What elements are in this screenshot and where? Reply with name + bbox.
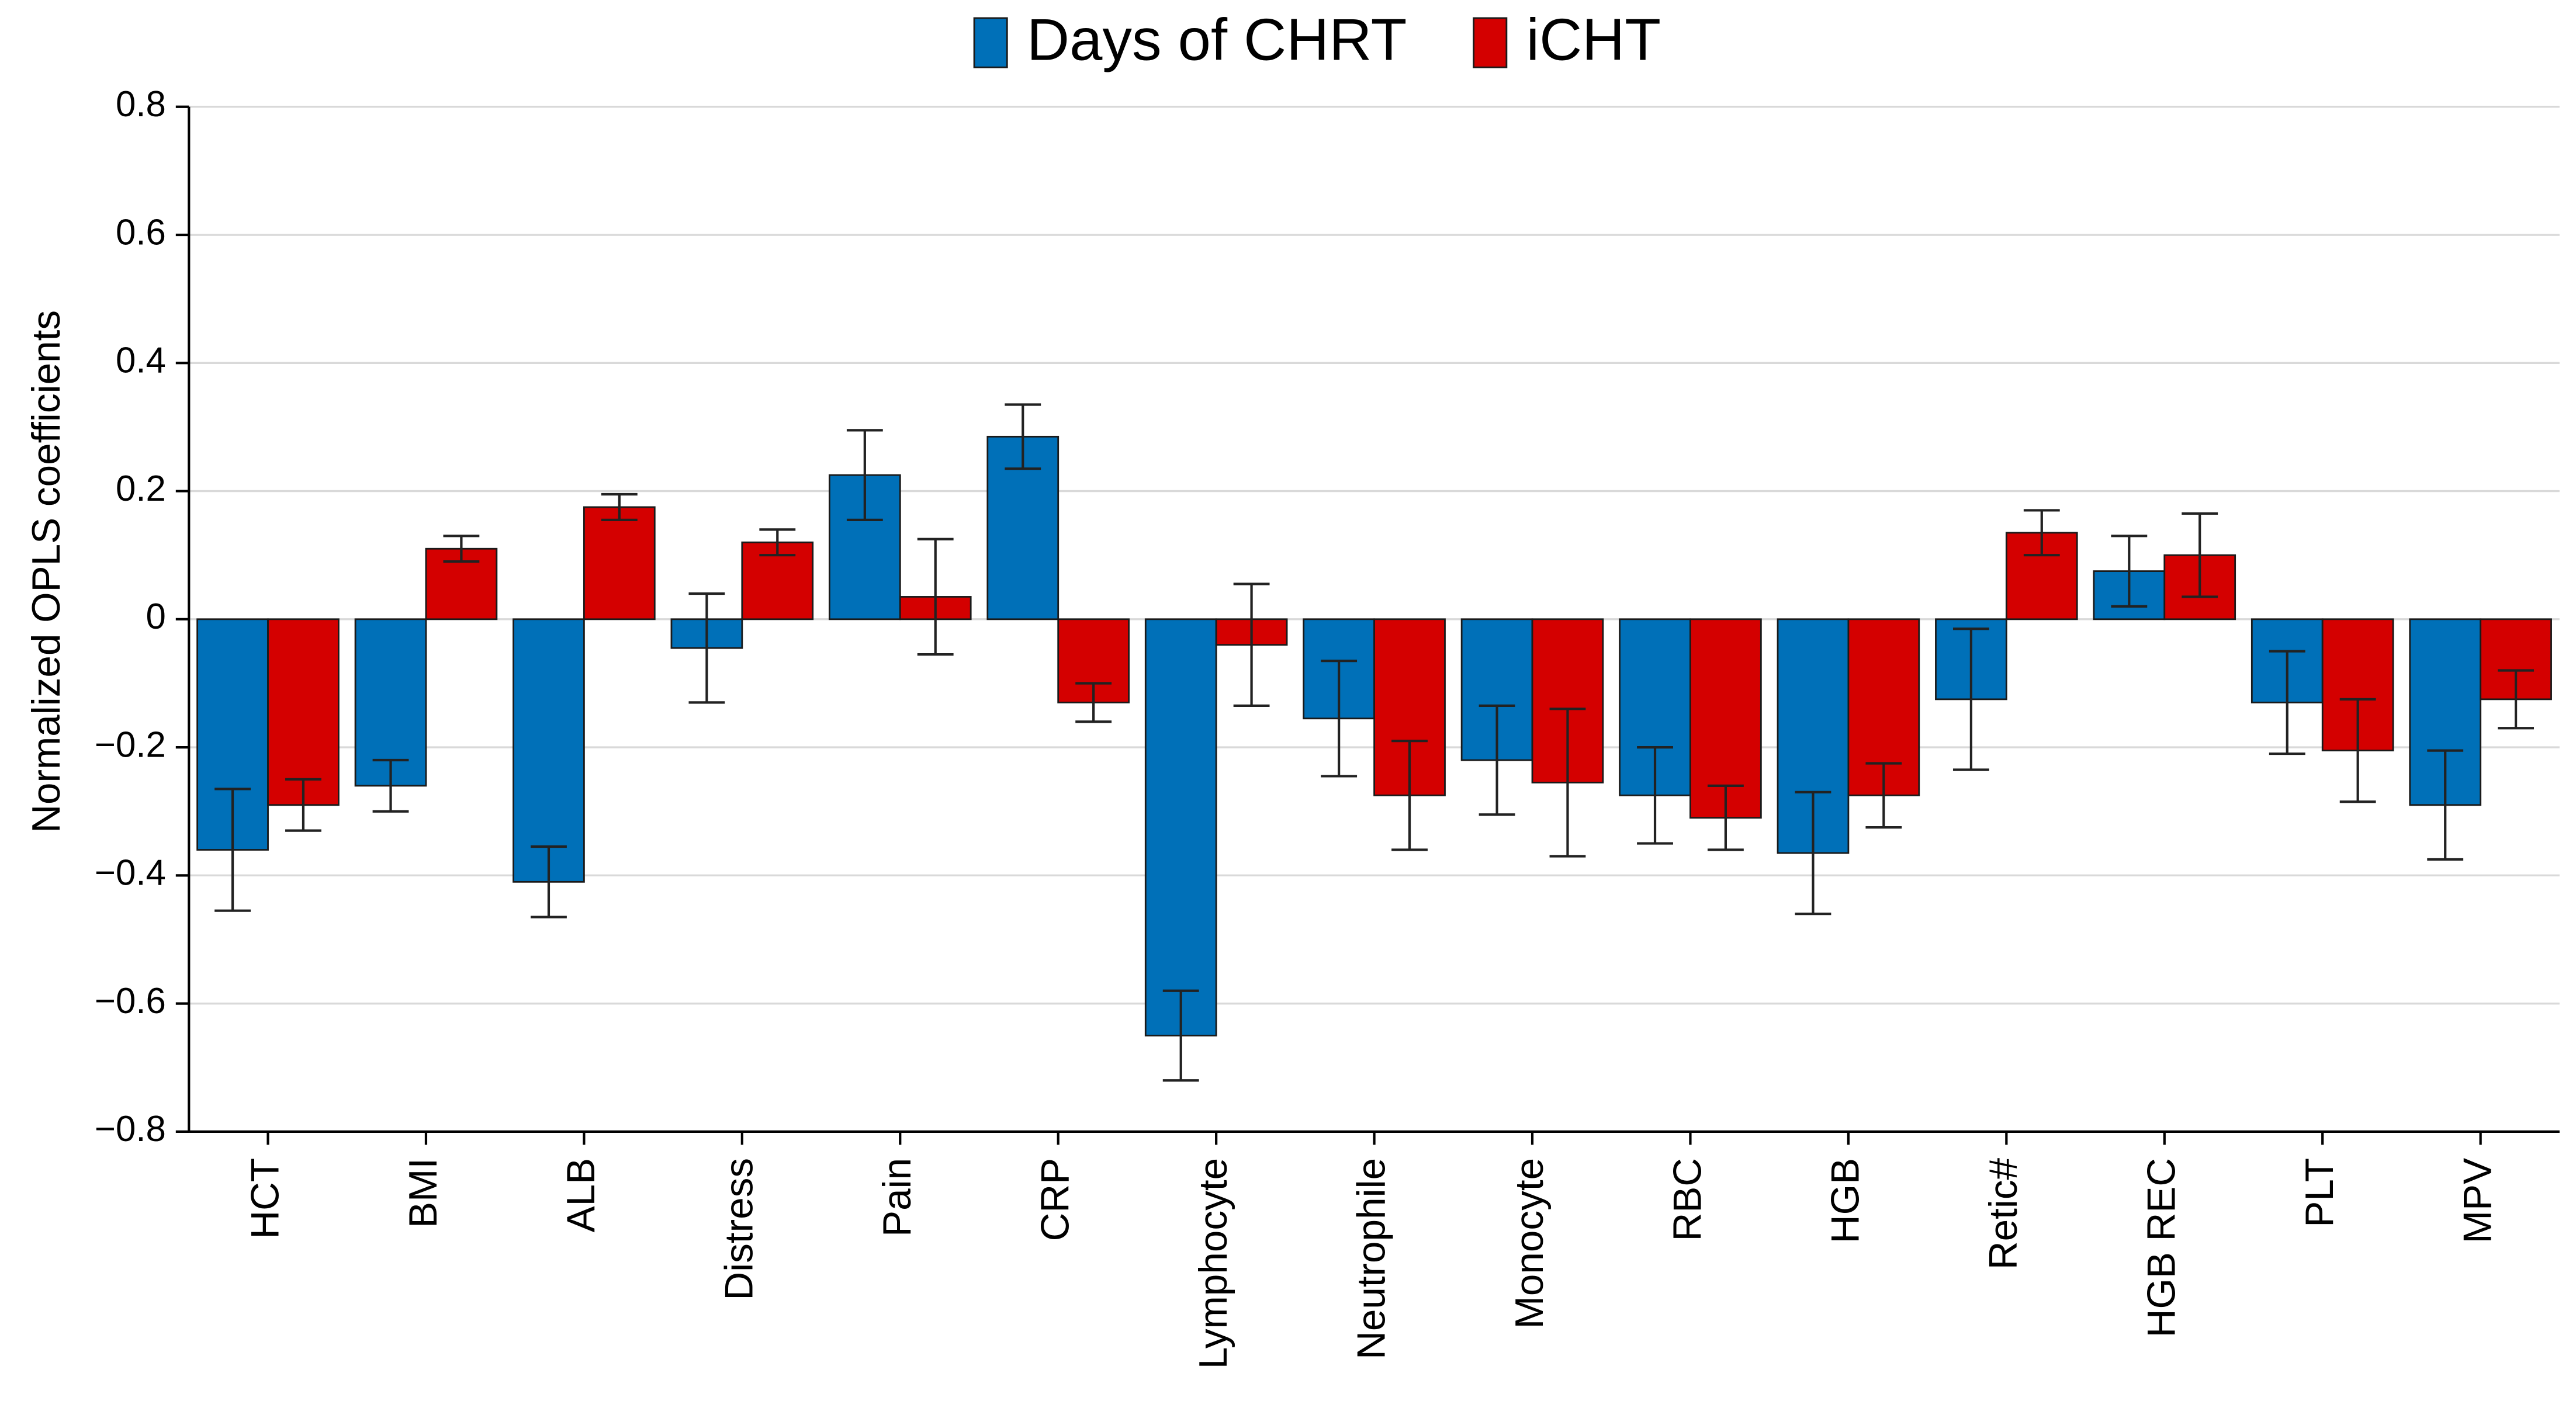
error-bar [2339, 698, 2376, 803]
x-tick-label: Lymphocyte [1192, 1158, 1235, 1369]
error-bar [1162, 989, 1199, 1082]
y-tick-label: 0 [146, 597, 166, 637]
error-bar [2498, 669, 2535, 730]
x-tick-label: HGB REC [2140, 1158, 2184, 1337]
y-tick-label: −0.8 [95, 1109, 166, 1149]
y-tick-label: −0.4 [95, 853, 166, 893]
bar [267, 618, 340, 806]
y-tick-label: 0.2 [116, 469, 166, 509]
error-bar [1952, 627, 1989, 771]
bar [986, 435, 1060, 620]
x-tick-label: MPV [2456, 1158, 2499, 1243]
error-bar [2111, 535, 2148, 608]
error-bar [2427, 749, 2464, 861]
x-tick-label: Neutrophile [1349, 1158, 1393, 1360]
legend-label: Days of CHRT [1027, 7, 1407, 73]
error-bar [601, 493, 638, 521]
y-tick-label: −0.2 [95, 724, 166, 765]
x-tick-label: HCT [243, 1158, 287, 1239]
x-tick-label: Retic# [1982, 1157, 2026, 1270]
error-bar [1795, 790, 1831, 916]
error-bar [1707, 784, 1744, 851]
bar [2409, 618, 2482, 806]
error-bar [1005, 403, 1041, 470]
error-bar [531, 845, 567, 918]
legend-label: iCHT [1526, 7, 1661, 73]
error-bar [846, 429, 883, 521]
error-bar [1865, 762, 1902, 829]
legend-swatch [1473, 17, 1508, 68]
error-bar [2269, 650, 2305, 755]
y-tick-label: 0.6 [116, 212, 166, 252]
error-bar [2023, 509, 2060, 557]
error-bar [1075, 682, 1112, 723]
error-bar [1479, 704, 1515, 816]
error-bar [1321, 659, 1358, 778]
x-tick-label: ALB [559, 1158, 603, 1233]
error-bar [1391, 740, 1428, 851]
error-bar [759, 528, 796, 557]
bar [513, 618, 585, 883]
error-bar [285, 778, 321, 832]
x-tick-label: Pain [875, 1158, 919, 1237]
legend-swatch [973, 17, 1008, 68]
x-tick-label: BMI [401, 1158, 445, 1228]
error-bar [688, 592, 725, 704]
bar [583, 506, 656, 620]
error-bar [214, 788, 251, 912]
y-tick-label: −0.6 [95, 981, 166, 1021]
x-tick-label: Monocyte [1508, 1158, 1552, 1329]
bar [1144, 618, 1217, 1036]
error-bar [1637, 746, 1673, 845]
x-tick-label: HGB [1824, 1158, 1868, 1243]
error-bar [372, 758, 409, 813]
y-axis-label: Normalized OPLS coefficients [25, 310, 68, 833]
bar [354, 618, 427, 787]
x-tick-label: CRP [1034, 1158, 1078, 1241]
x-tick-label: PLT [2298, 1158, 2342, 1228]
error-bar [443, 535, 480, 563]
error-bar [1549, 708, 1586, 858]
y-tick-label: 0.4 [116, 341, 166, 381]
error-bar [917, 538, 954, 656]
x-tick-label: RBC [1666, 1158, 1709, 1241]
error-bar [1233, 583, 1270, 707]
error-bar [2182, 512, 2218, 598]
x-tick-label: Distress [718, 1158, 761, 1301]
y-tick-label: 0.8 [116, 84, 166, 124]
